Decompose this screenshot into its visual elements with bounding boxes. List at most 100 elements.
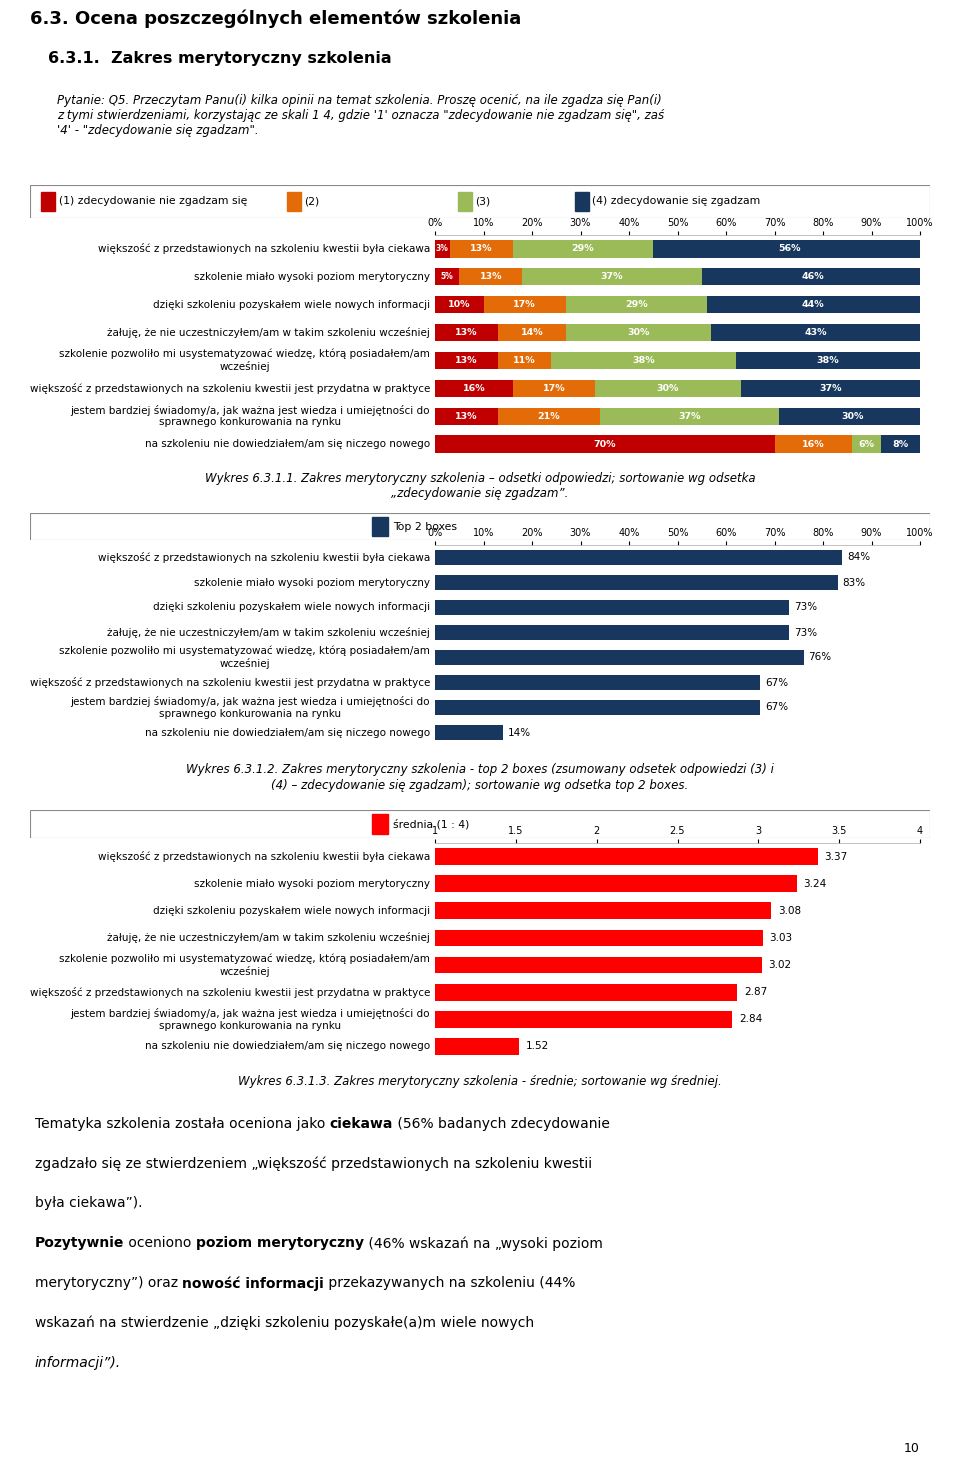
Text: 29%: 29%: [571, 244, 594, 253]
Bar: [435, 957, 761, 973]
Text: wskazań na stwierdzenie „dzięki szkoleniu pozyskałe(a)m wiele nowych: wskazań na stwierdzenie „dzięki szkoleni…: [35, 1315, 534, 1330]
Text: 38%: 38%: [633, 356, 655, 364]
Text: Pytanie: Q5. Przeczytam Panu(i) kilka opinii na temat szkolenia. Proszę ocenić, : Pytanie: Q5. Przeczytam Panu(i) kilka op…: [57, 94, 663, 138]
Bar: [513, 240, 653, 257]
Text: 46%: 46%: [802, 272, 825, 281]
Bar: [435, 436, 775, 452]
Bar: [435, 323, 498, 341]
Bar: [566, 323, 711, 341]
Bar: [780, 408, 924, 424]
Bar: [435, 351, 498, 369]
Bar: [372, 516, 388, 535]
Bar: [653, 240, 924, 257]
Bar: [435, 929, 763, 947]
Text: 2.84: 2.84: [739, 1014, 762, 1024]
Text: 17%: 17%: [514, 300, 536, 309]
Text: 1.52: 1.52: [525, 1042, 549, 1052]
Text: większość z przedstawionych na szkoleniu kwestii jest przydatna w praktyce: większość z przedstawionych na szkoleniu…: [30, 677, 430, 688]
Text: 67%: 67%: [765, 677, 788, 688]
Bar: [435, 674, 760, 691]
Text: żałuję, że nie uczestniczyłem/am w takim szkoleniu wcześniej: żałuję, że nie uczestniczyłem/am w takim…: [108, 328, 430, 338]
Text: większość z przedstawionych na szkoleniu kwestii jest przydatna w praktyce: większość z przedstawionych na szkoleniu…: [30, 383, 430, 394]
Bar: [435, 408, 498, 424]
Bar: [435, 849, 818, 865]
Text: 84%: 84%: [848, 553, 871, 562]
Text: Wykres 6.3.1.1. Zakres merytoryczny szkolenia – odsetki odpowiedzi; sortowanie w: Wykres 6.3.1.1. Zakres merytoryczny szko…: [204, 473, 756, 500]
Text: większość z przedstawionych na szkoleniu kwestii była ciekawa: większość z przedstawionych na szkoleniu…: [98, 851, 430, 862]
Text: 5%: 5%: [441, 272, 453, 281]
Text: szkolenie miało wysoki poziom merytoryczny: szkolenie miało wysoki poziom merytorycz…: [194, 578, 430, 588]
Text: (46% wskazań na „wysoki poziom: (46% wskazań na „wysoki poziom: [364, 1236, 603, 1251]
Text: na szkoleniu nie dowiedziałem/am się niczego nowego: na szkoleniu nie dowiedziałem/am się nic…: [145, 1042, 430, 1052]
Bar: [852, 436, 881, 452]
Text: szkolenie pozwoliło mi usystematyzować wiedzę, którą posiadałem/am
wcześniej: szkolenie pozwoliło mi usystematyzować w…: [60, 348, 430, 372]
Bar: [435, 575, 837, 590]
Text: 3.02: 3.02: [768, 960, 791, 970]
Bar: [484, 296, 566, 313]
Text: 13%: 13%: [480, 272, 502, 281]
Text: 67%: 67%: [765, 702, 788, 712]
Text: jestem bardziej świadomy/a, jak ważna jest wiedza i umiejętności do
sprawnego ko: jestem bardziej świadomy/a, jak ważna je…: [70, 1008, 430, 1030]
Bar: [595, 380, 740, 396]
Text: oceniono: oceniono: [125, 1236, 196, 1251]
Bar: [735, 351, 920, 369]
Text: Pozytywnie: Pozytywnie: [35, 1236, 125, 1251]
Text: 13%: 13%: [455, 328, 478, 336]
Text: większość z przedstawionych na szkoleniu kwestii jest przydatna w praktyce: większość z przedstawionych na szkoleniu…: [30, 986, 430, 998]
Bar: [435, 268, 459, 285]
Bar: [600, 408, 780, 424]
Text: Wykres 6.3.1.2. Zakres merytoryczny szkolenia - top 2 boxes (zsumowany odsetek o: Wykres 6.3.1.2. Zakres merytoryczny szko…: [186, 764, 774, 791]
Bar: [372, 815, 388, 834]
Text: 73%: 73%: [794, 628, 817, 638]
Text: dzięki szkoleniu pozyskałem wiele nowych informacji: dzięki szkoleniu pozyskałem wiele nowych…: [153, 603, 430, 613]
Text: 3%: 3%: [436, 244, 448, 253]
Bar: [498, 351, 551, 369]
Text: żałuję, że nie uczestniczyłem/am w takim szkoleniu wcześniej: żałuję, że nie uczestniczyłem/am w takim…: [108, 932, 430, 944]
Text: 17%: 17%: [542, 383, 565, 392]
Bar: [551, 351, 735, 369]
Text: 6.3.1.  Zakres merytoryczny szkolenia: 6.3.1. Zakres merytoryczny szkolenia: [48, 51, 392, 66]
Text: dzięki szkoleniu pozyskałem wiele nowych informacji: dzięki szkoleniu pozyskałem wiele nowych…: [153, 906, 430, 916]
Bar: [286, 192, 300, 211]
Text: 37%: 37%: [819, 383, 842, 392]
Text: 3.03: 3.03: [770, 933, 793, 944]
Text: szkolenie pozwoliło mi usystematyzować wiedzę, którą posiadałem/am
wcześniej: szkolenie pozwoliło mi usystematyzować w…: [60, 645, 430, 669]
Text: poziom merytoryczny: poziom merytoryczny: [196, 1236, 364, 1251]
Bar: [435, 903, 771, 919]
Text: 83%: 83%: [843, 578, 866, 588]
Bar: [435, 983, 737, 1001]
Text: Tematyka szkolenia została oceniona jako: Tematyka szkolenia została oceniona jako: [35, 1116, 329, 1131]
Bar: [435, 550, 843, 565]
Text: 56%: 56%: [778, 244, 801, 253]
Text: 37%: 37%: [601, 272, 623, 281]
Text: szkolenie miało wysoki poziom merytoryczny: szkolenie miało wysoki poziom merytorycz…: [194, 879, 430, 888]
Text: (3): (3): [475, 196, 491, 206]
Text: 70%: 70%: [593, 439, 616, 449]
Bar: [775, 436, 852, 452]
Text: 10: 10: [904, 1441, 920, 1454]
Text: 73%: 73%: [794, 603, 817, 613]
Text: (56% badanych zdecydowanie: (56% badanych zdecydowanie: [394, 1116, 610, 1131]
Text: 11%: 11%: [514, 356, 536, 364]
Text: szkolenie miało wysoki poziom merytoryczny: szkolenie miało wysoki poziom merytorycz…: [194, 272, 430, 282]
Bar: [707, 296, 920, 313]
Text: 2.87: 2.87: [744, 988, 767, 998]
Bar: [435, 724, 503, 740]
Text: większość z przedstawionych na szkoleniu kwestii była ciekawa: większość z przedstawionych na szkoleniu…: [98, 243, 430, 255]
Bar: [40, 192, 55, 211]
Text: była ciekawa”).: była ciekawa”).: [35, 1197, 142, 1210]
Bar: [566, 296, 707, 313]
Bar: [513, 380, 595, 396]
Text: żałuję, że nie uczestniczyłem/am w takim szkoleniu wcześniej: żałuję, że nie uczestniczyłem/am w takim…: [108, 628, 430, 638]
Text: 14%: 14%: [520, 328, 543, 336]
Text: Top 2 boxes: Top 2 boxes: [393, 521, 457, 531]
Bar: [740, 380, 920, 396]
Bar: [449, 240, 513, 257]
Bar: [435, 650, 804, 666]
Bar: [458, 192, 472, 211]
Text: 37%: 37%: [679, 411, 701, 421]
Text: informacji”).: informacji”).: [35, 1356, 121, 1369]
Text: 44%: 44%: [802, 300, 825, 309]
Text: 13%: 13%: [469, 244, 492, 253]
Text: szkolenie pozwoliło mi usystematyzować wiedzę, którą posiadałem/am
wcześniej: szkolenie pozwoliło mi usystematyzować w…: [60, 954, 430, 977]
